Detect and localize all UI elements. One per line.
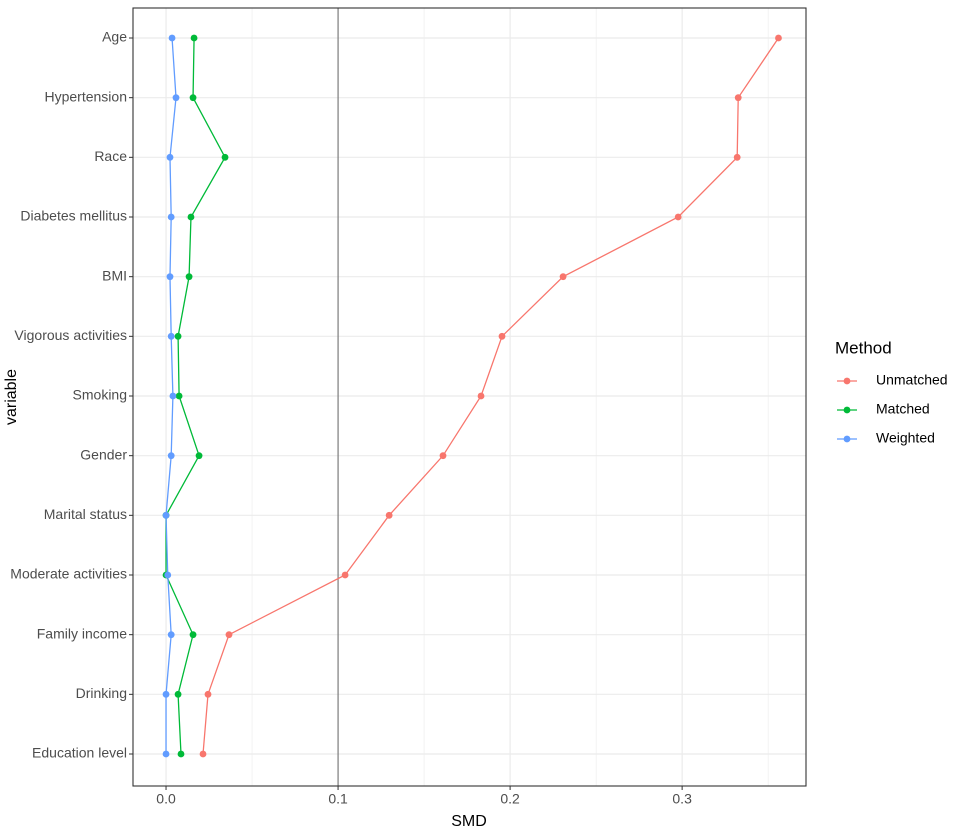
data-point [439, 452, 447, 460]
legend-label: Weighted [876, 430, 935, 446]
data-point [167, 452, 175, 460]
y-tick-label: Age [102, 29, 127, 45]
y-tick-label: Family income [37, 625, 127, 641]
y-tick-label: Hypertension [45, 88, 128, 104]
data-point [189, 631, 197, 639]
data-point [169, 392, 177, 400]
legend-key-point [843, 435, 851, 443]
data-point [168, 34, 176, 42]
data-point [185, 273, 193, 281]
y-tick-label: Moderate activities [10, 566, 127, 582]
data-point [167, 631, 175, 639]
data-point [162, 690, 170, 698]
x-tick-label: 0.1 [328, 791, 348, 807]
data-point [190, 34, 198, 42]
data-point [477, 392, 485, 400]
data-point [172, 94, 180, 102]
legend-title: Method [835, 338, 892, 357]
data-point [167, 332, 175, 340]
data-point [199, 750, 207, 758]
plot-layer [133, 8, 806, 786]
data-point [166, 273, 174, 281]
y-tick-label: Diabetes mellitus [20, 208, 127, 224]
data-point [498, 332, 506, 340]
data-point [174, 332, 182, 340]
y-axis-title: variable [3, 369, 20, 425]
y-tick-label: Smoking [73, 387, 127, 403]
data-point [674, 213, 682, 221]
y-tick-label: BMI [102, 267, 127, 283]
data-point [189, 94, 197, 102]
data-point [162, 511, 170, 519]
data-point [225, 631, 233, 639]
data-point [195, 452, 203, 460]
plot-border [132, 7, 807, 787]
y-tick-label: Race [94, 148, 127, 164]
data-point [341, 571, 349, 579]
data-point [734, 94, 742, 102]
data-point [166, 153, 174, 161]
legend-key-point [843, 377, 851, 385]
data-point [559, 273, 567, 281]
plot-panel [133, 8, 806, 786]
x-tick-label: 0.2 [500, 791, 520, 807]
data-point [221, 153, 229, 161]
y-tick-label: Gender [80, 446, 127, 462]
legend-label: Matched [876, 401, 930, 417]
x-axis-title: SMD [451, 813, 487, 830]
y-tick-label: Vigorous activities [14, 327, 127, 343]
data-point [177, 750, 185, 758]
y-tick-label: Drinking [76, 685, 127, 701]
data-point [167, 213, 175, 221]
data-point [187, 213, 195, 221]
x-tick-label: 0.3 [672, 791, 692, 807]
data-point [164, 571, 172, 579]
data-point [733, 153, 741, 161]
data-point [385, 511, 393, 519]
x-tick-label: 0.0 [156, 791, 176, 807]
data-point [162, 750, 170, 758]
data-point [775, 34, 782, 42]
data-point [174, 690, 182, 698]
data-point [175, 392, 183, 400]
legend-label: Unmatched [876, 372, 948, 388]
y-tick-label: Marital status [44, 506, 127, 522]
y-tick-label: Education level [32, 745, 127, 761]
data-point [204, 690, 212, 698]
legend-key-point [843, 406, 851, 414]
